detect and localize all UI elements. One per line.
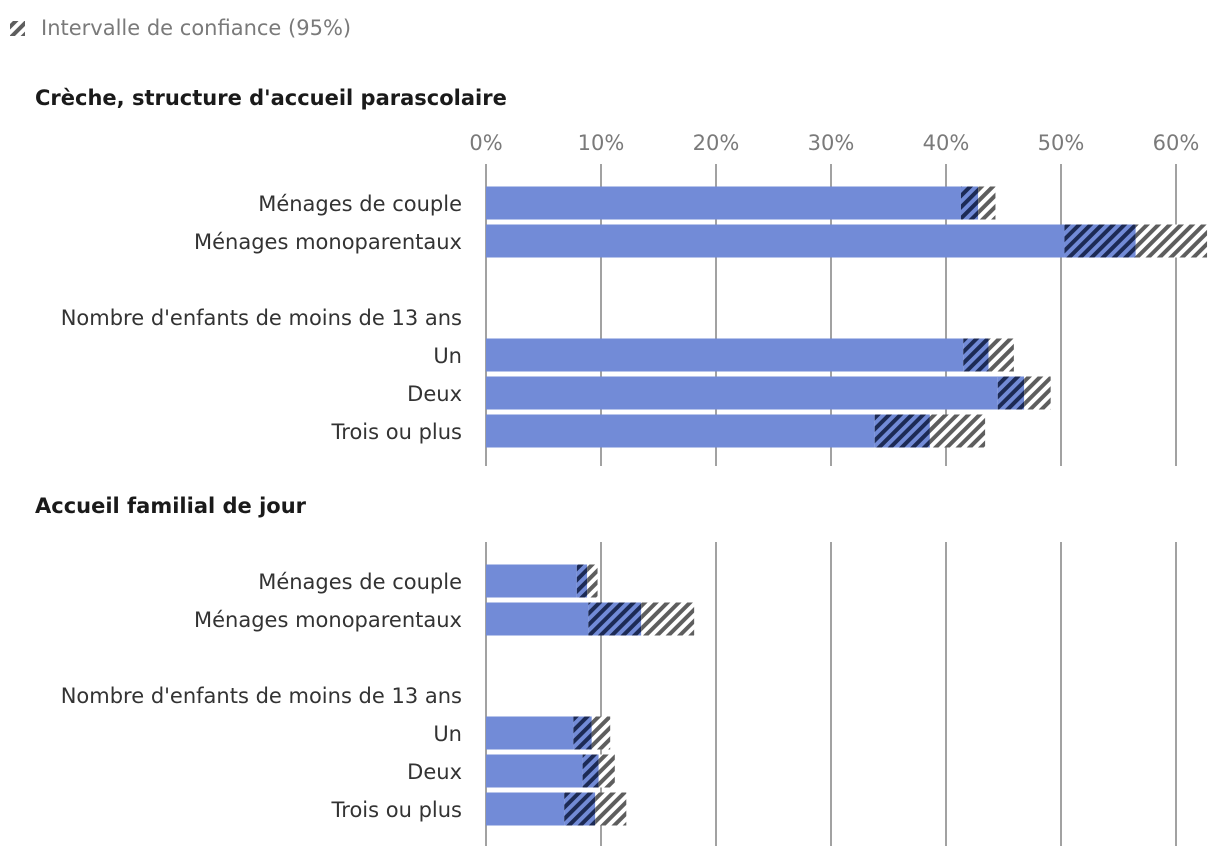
ci-lower-segment <box>588 602 642 636</box>
legend-hatch-swatch <box>10 21 25 36</box>
bar <box>486 602 589 636</box>
ci-lower-segment <box>564 792 596 826</box>
x-tick-label: 0% <box>469 131 502 155</box>
category-label: Ménages monoparentaux <box>194 230 462 254</box>
x-tick-label: 30% <box>808 131 855 155</box>
category-labels: Ménages de couple Ménages monoparentaux … <box>61 192 462 444</box>
bar <box>486 376 998 410</box>
ci-upper-segment <box>978 186 996 220</box>
ci-upper-segment <box>641 602 695 636</box>
category-label: Un <box>433 722 462 746</box>
x-tick-label: 40% <box>923 131 970 155</box>
legend-label: Intervalle de confiance (95%) <box>41 16 351 40</box>
category-label: Ménages de couple <box>258 570 462 594</box>
category-label: Deux <box>407 760 462 784</box>
bars <box>486 564 695 826</box>
ci-upper-segment <box>988 338 1014 372</box>
legend: Intervalle de confiance (95%) <box>10 16 351 40</box>
ci-lower-segment <box>960 186 979 220</box>
ci-lower-segment <box>874 414 930 448</box>
gridlines <box>485 542 1177 846</box>
bars <box>486 186 1208 448</box>
x-tick-label: 60% <box>1153 131 1200 155</box>
ci-lower-segment <box>573 716 592 750</box>
ci-lower-segment <box>582 754 599 788</box>
category-label: Ménages monoparentaux <box>194 608 462 632</box>
category-label: Un <box>433 344 462 368</box>
x-axis-tick-labels: 0% 10% 20% 30% 40% 50% 60% <box>469 131 1199 155</box>
section-title-accueil-familial: Accueil familial de jour <box>35 494 307 518</box>
group-heading: Nombre d'enfants de moins de 13 ans <box>61 306 462 330</box>
ci-upper-segment <box>929 414 986 448</box>
category-label: Deux <box>407 382 462 406</box>
section-title-creche: Crèche, structure d'accueil parascolaire <box>35 86 507 110</box>
ci-upper-segment <box>595 792 627 826</box>
panel-creche: Ménages de couple Ménages monoparentaux … <box>61 164 1208 466</box>
ci-lower-segment <box>576 564 588 598</box>
ci-lower-segment <box>963 338 989 372</box>
category-label: Trois ou plus <box>331 798 462 822</box>
x-tick-label: 50% <box>1038 131 1085 155</box>
x-tick-label: 10% <box>578 131 625 155</box>
bar <box>486 338 964 372</box>
ci-lower-segment <box>997 376 1025 410</box>
ci-upper-segment <box>1135 224 1208 258</box>
ci-lower-segment <box>1064 224 1136 258</box>
category-label: Ménages de couple <box>258 192 462 216</box>
x-tick-label: 20% <box>693 131 740 155</box>
bar <box>486 716 574 750</box>
panel-accueil-familial: Ménages de couple Ménages monoparentaux … <box>61 542 1177 846</box>
bar <box>486 754 583 788</box>
bar <box>486 224 1065 258</box>
bar <box>486 186 961 220</box>
ci-upper-segment <box>598 754 615 788</box>
ci-upper-segment <box>587 564 598 598</box>
ci-upper-segment <box>591 716 611 750</box>
group-heading: Nombre d'enfants de moins de 13 ans <box>61 684 462 708</box>
bar <box>486 414 875 448</box>
category-labels: Ménages de couple Ménages monoparentaux … <box>61 570 462 822</box>
ci-upper-segment <box>1024 376 1051 410</box>
bar <box>486 792 565 826</box>
bar <box>486 564 577 598</box>
category-label: Trois ou plus <box>331 420 462 444</box>
